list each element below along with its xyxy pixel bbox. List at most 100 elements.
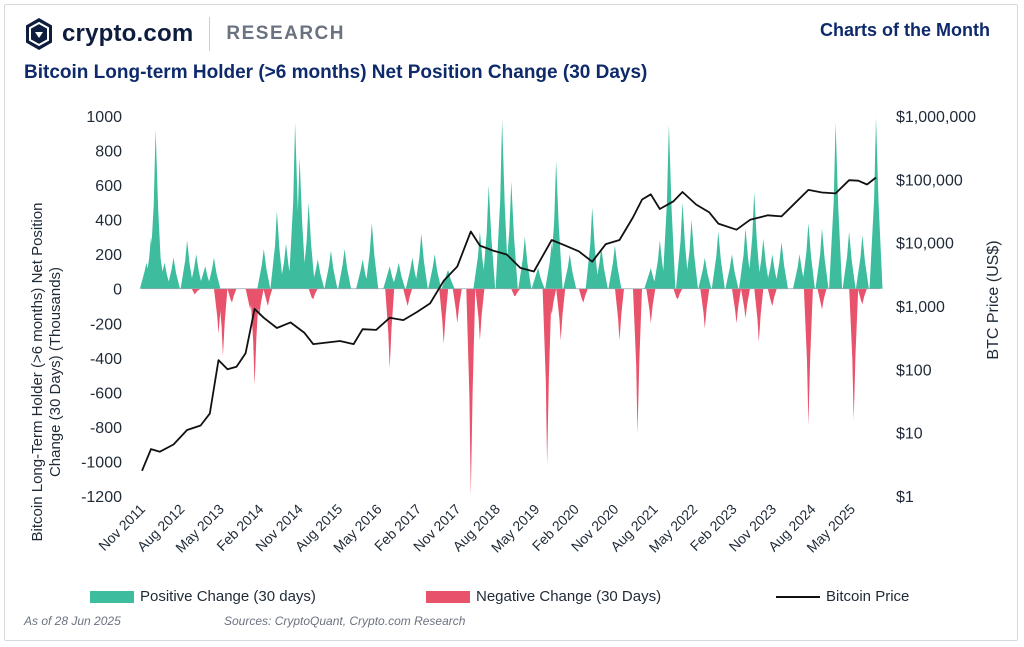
- positive-spike-27: [473, 231, 487, 289]
- negative-spike-9: [385, 288, 395, 369]
- negative-spike-8: [308, 288, 318, 300]
- research-label: RESEARCH: [226, 23, 345, 44]
- positive-areas: [139, 117, 883, 289]
- negative-spike-30: [817, 288, 827, 310]
- series-label: Charts of the Month: [820, 20, 990, 40]
- positive-spike-50: [765, 254, 779, 289]
- negative-spike-17: [547, 288, 557, 315]
- legend-positive-label: Positive Change (30 days): [140, 588, 316, 605]
- positive-spike-48: [747, 192, 761, 289]
- positive-spike-11: [270, 211, 284, 289]
- positive-spike-36: [585, 207, 599, 289]
- positive-spike-14: [293, 157, 307, 289]
- negative-spike-16: [542, 288, 552, 465]
- positive-spike-23: [405, 257, 419, 289]
- positive-spike-19: [356, 259, 370, 289]
- positive-spike-49: [756, 238, 770, 289]
- positive-spike-24: [414, 233, 428, 289]
- right-tick-label: $100: [896, 362, 932, 379]
- left-tick-label: 200: [95, 247, 122, 264]
- left-tick-label: 0: [113, 282, 122, 299]
- positive-spike-6: [180, 240, 194, 289]
- positive-spike-58: [869, 117, 883, 289]
- negative-spike-11: [439, 288, 449, 344]
- positive-spike-34: [549, 160, 563, 289]
- positive-spike-32: [531, 268, 545, 289]
- positive-spike-41: [662, 124, 676, 289]
- positive-spike-26: [441, 269, 455, 289]
- negative-spike-3: [227, 288, 237, 303]
- positive-spike-30: [504, 181, 518, 289]
- right-tick-label: $100,000: [896, 172, 963, 189]
- negative-spike-6: [254, 288, 264, 317]
- negative-spike-18: [556, 288, 566, 341]
- left-tick-label: -200: [90, 316, 122, 333]
- positive-spike-16: [311, 259, 325, 289]
- positive-spike-35: [563, 254, 577, 289]
- bitcoin-price-line: [141, 176, 877, 472]
- positive-spike-20: [365, 223, 379, 289]
- positive-spike-22: [392, 262, 406, 289]
- negative-spike-2: [218, 288, 228, 357]
- left-axis-label-line-0: Bitcoin Long-Term Holder (>6 months) Net…: [29, 203, 46, 542]
- positive-spike-42: [676, 202, 689, 289]
- negative-spike-14: [475, 288, 485, 341]
- right-tick-label: $1: [896, 489, 914, 506]
- right-tick-label: $1,000: [896, 299, 945, 316]
- positive-spike-46: [725, 254, 739, 289]
- positive-spike-45: [711, 231, 725, 289]
- left-tick-label: 800: [95, 144, 122, 161]
- right-axis-label: BTC Price (US$): [985, 240, 1002, 359]
- positive-spike-54: [815, 228, 829, 289]
- positive-spike-15: [302, 202, 316, 289]
- negative-spike-21: [633, 288, 642, 434]
- positive-spike-39: [644, 268, 658, 289]
- positive-spike-17: [324, 250, 338, 289]
- positive-spike-10: [257, 249, 271, 289]
- negative-spike-12: [452, 288, 462, 324]
- brand-header: crypto.com RESEARCH: [24, 14, 345, 54]
- positive-spike-25: [428, 254, 442, 289]
- right-tick-label: $1,000,000: [896, 109, 976, 126]
- legend-negative: Negative Change (30 Days): [426, 588, 661, 605]
- brand-divider: [209, 17, 211, 51]
- negative-spike-27: [754, 288, 764, 343]
- negative-spike-20: [615, 288, 624, 341]
- positive-spike-31: [518, 236, 532, 289]
- positive-spike-29: [495, 119, 509, 289]
- negative-spike-13: [466, 288, 476, 496]
- right-tick-label: $10,000: [896, 236, 954, 253]
- negative-spike-19: [578, 288, 588, 303]
- negative-spike-5: [250, 288, 260, 386]
- positive-spike-2: [149, 129, 163, 289]
- positive-spike-51: [775, 242, 788, 289]
- positive-spike-37: [594, 247, 608, 289]
- positive-spike-57: [855, 235, 869, 289]
- left-tick-label: -1200: [81, 489, 122, 506]
- positive-spike-28: [482, 185, 496, 289]
- left-tick-label: 400: [95, 213, 122, 230]
- right-tick-label: $10: [896, 426, 923, 443]
- positive-spike-21: [383, 266, 397, 289]
- negative-spike-29: [803, 288, 813, 426]
- chart-title: Bitcoin Long-term Holder (>6 months) Net…: [24, 62, 648, 83]
- crypto-com-logo-icon: [26, 18, 52, 50]
- positive-spike-8: [198, 266, 212, 289]
- positive-spike-44: [698, 257, 712, 289]
- positive-spike-38: [608, 245, 622, 289]
- left-tick-label: -600: [90, 385, 122, 402]
- legend-positive-swatch: [90, 590, 134, 603]
- chart-card: [4, 4, 1018, 641]
- positive-spike-4: [158, 262, 171, 289]
- price-line-group: [141, 176, 877, 472]
- left-axis-label-line-1: Change (30 Days) (Thousands): [47, 267, 64, 477]
- positive-spike-5: [167, 257, 180, 289]
- negative-spike-28: [767, 288, 777, 306]
- positive-spike-55: [829, 122, 843, 289]
- left-tick-label: -800: [90, 420, 122, 437]
- left-tick-label: -400: [90, 351, 122, 368]
- negative-spike-26: [741, 288, 750, 319]
- left-tick-label: 1000: [86, 109, 122, 126]
- negative-spike-32: [857, 288, 867, 305]
